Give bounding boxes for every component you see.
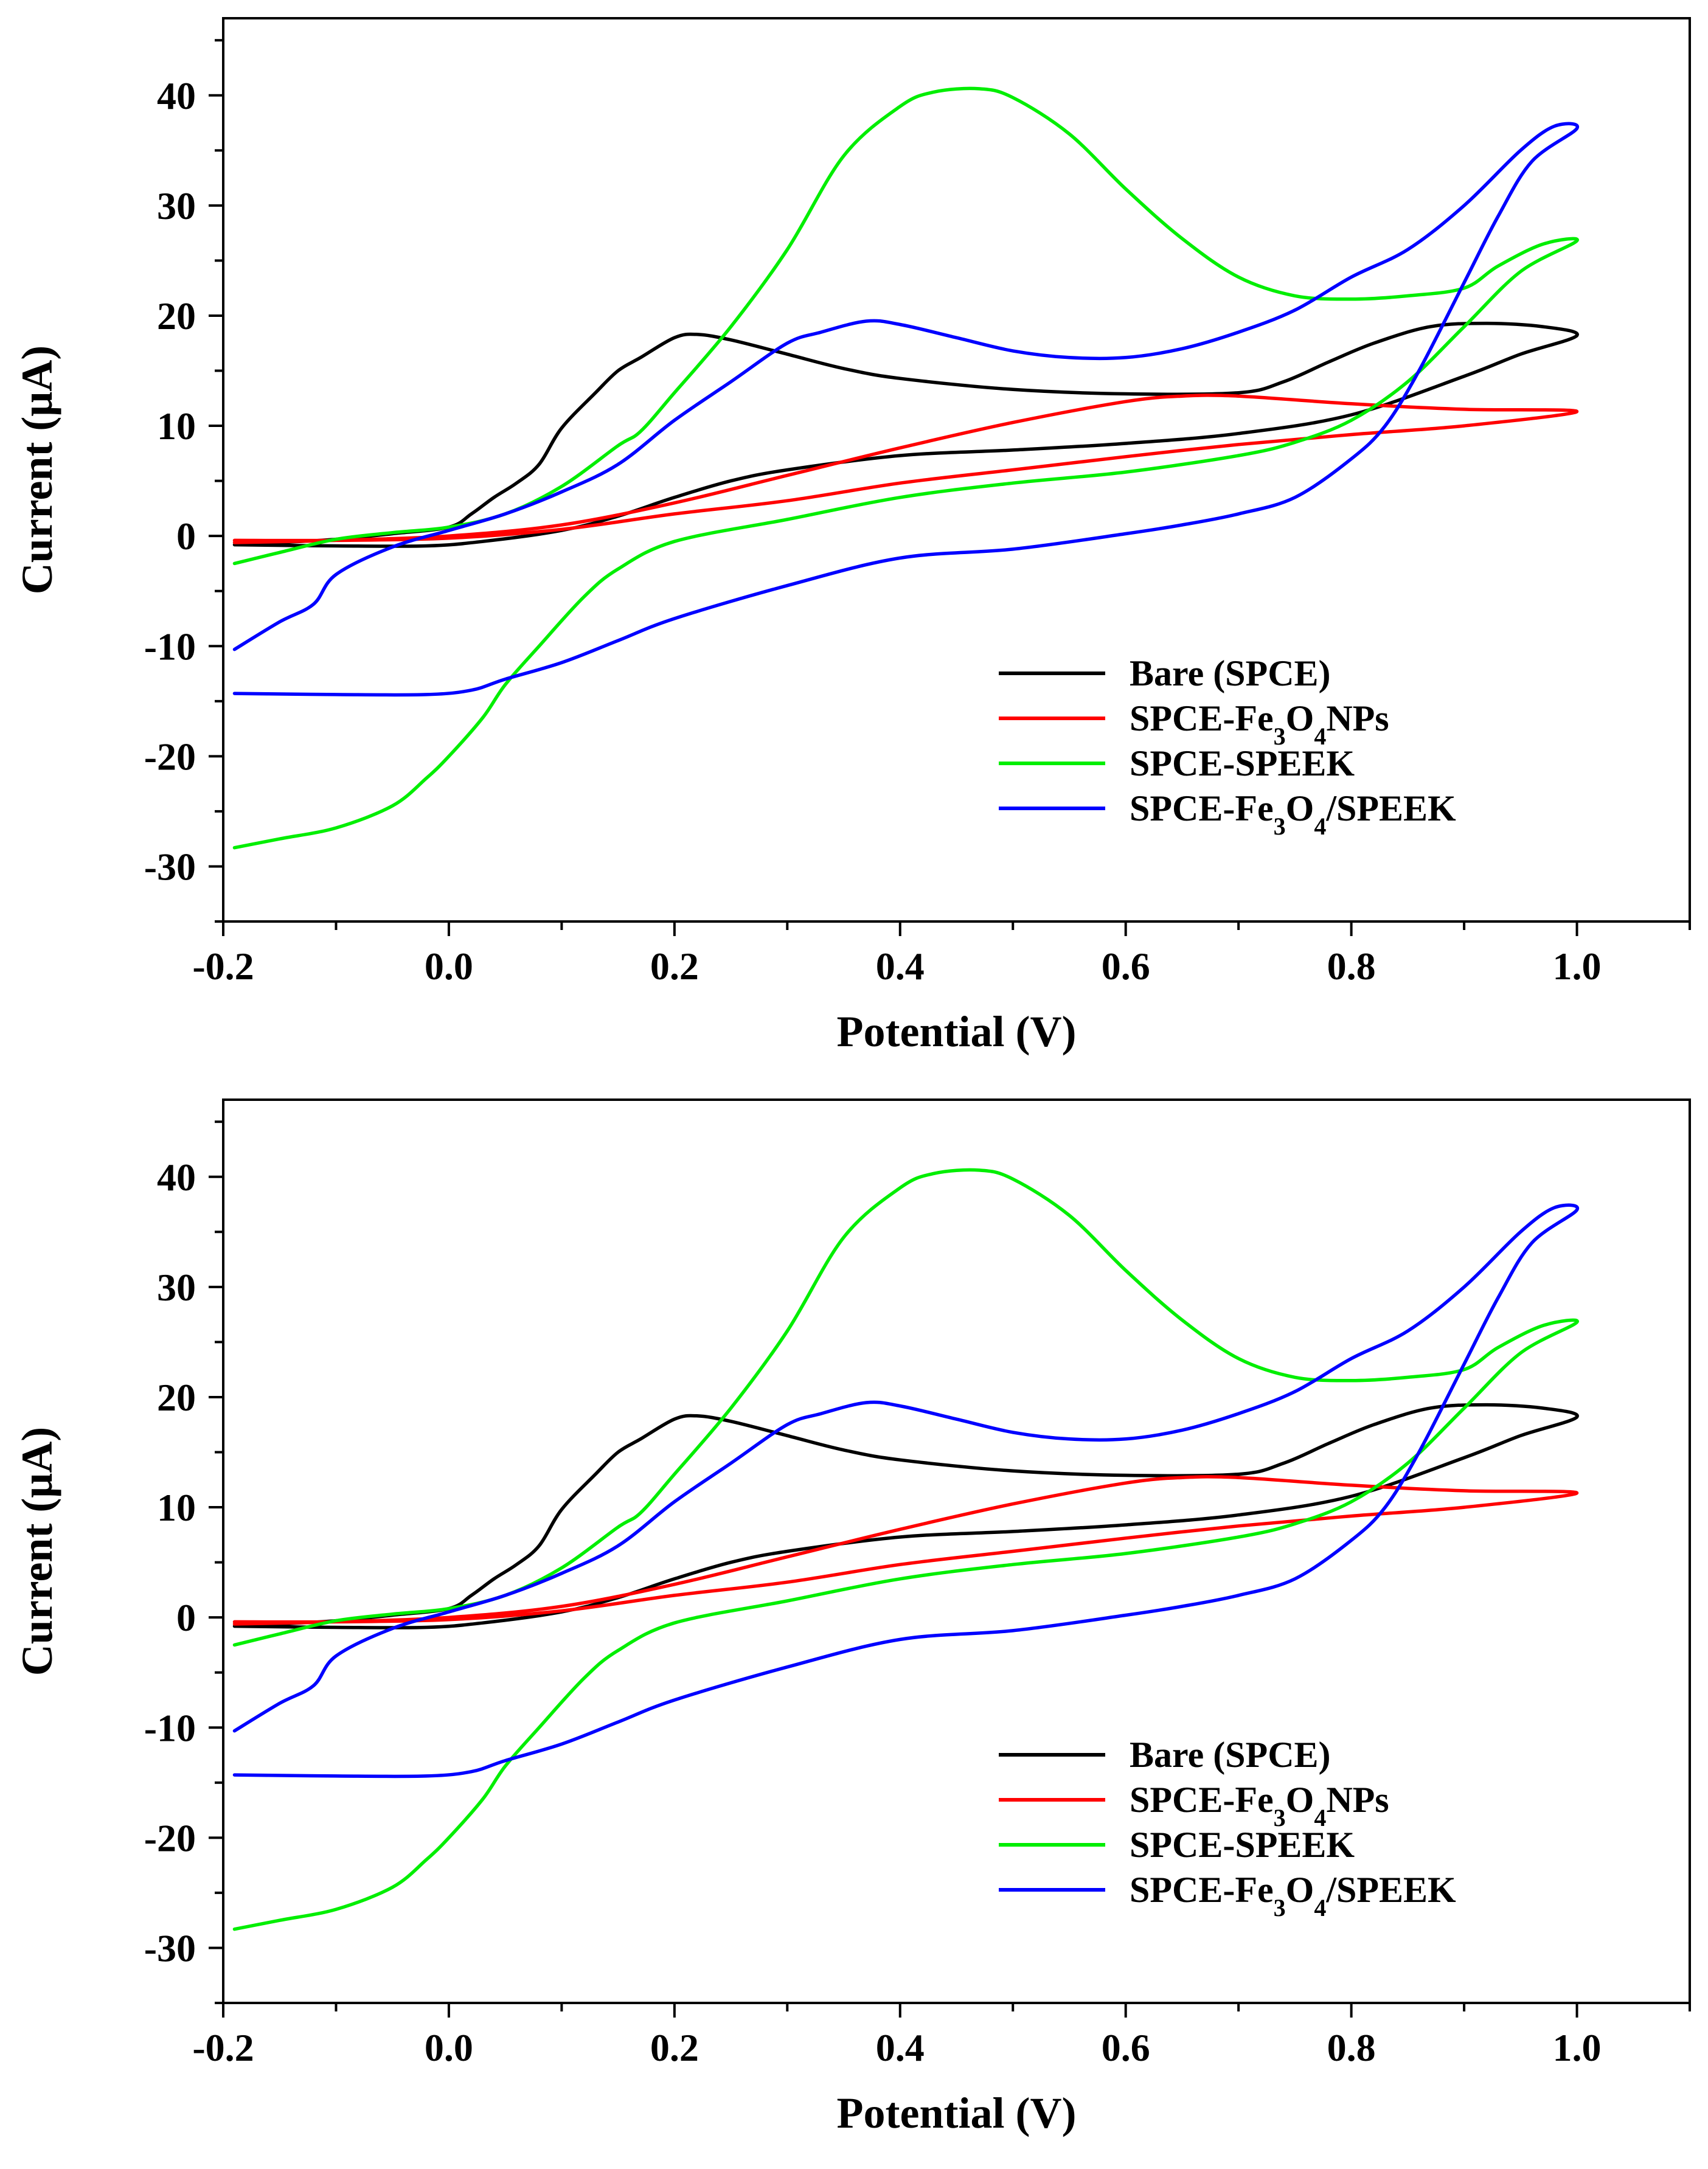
series-line-3	[232, 86, 1579, 850]
y-tick-label: 10	[157, 1486, 196, 1529]
legend-subscript: 3	[1274, 723, 1286, 750]
chart-panel-2: -0.2 0.0 0.2 0.4 0.6 0.8 1.0 -30 -20 -10 0 10 20 30 40…	[13, 1098, 1691, 2137]
legend-text-run: SPCE-Fe	[1130, 1780, 1274, 1820]
x-tick-label: 0.6	[1102, 945, 1150, 988]
legend-subscript: 4	[1314, 813, 1326, 840]
x-axis-title: Potential (V)	[837, 2089, 1077, 2137]
series-line-2	[232, 394, 1579, 544]
legend-text-run: SPCE-Fe	[1130, 788, 1274, 828]
y-tick-label: 40	[157, 1156, 196, 1199]
series-line-1	[232, 1403, 1579, 1629]
legend-label-3: SPCE-SPEEK	[1130, 1825, 1355, 1865]
series-line-2	[232, 1475, 1579, 1626]
legend-subscript: 4	[1314, 1894, 1326, 1921]
y-tick-label: 0	[176, 1596, 196, 1639]
x-tick-label: 0.8	[1327, 945, 1376, 988]
legend-subscript: 4	[1314, 723, 1326, 750]
legend-text-run: Bare (SPCE)	[1130, 653, 1331, 693]
legend-label-1: Bare (SPCE)	[1130, 653, 1331, 693]
legend-label-2: SPCE-Fe3O4NPs	[1130, 1780, 1389, 1831]
legend-text-run: O	[1286, 698, 1314, 738]
series-group	[232, 86, 1580, 850]
x-tick-label: -0.2	[192, 2026, 254, 2069]
y-tick-label: 20	[157, 1376, 196, 1419]
series-line-3	[232, 1168, 1579, 1931]
legend-subscript: 4	[1314, 1804, 1326, 1831]
legend-label-2: SPCE-Fe3O4NPs	[1130, 698, 1389, 750]
legend-text-run: SPCE-SPEEK	[1130, 743, 1355, 783]
plot-frame	[222, 1098, 1691, 2004]
legend-label-4: SPCE-Fe3O4/SPEEK	[1130, 788, 1456, 840]
y-tick-label: -20	[144, 735, 196, 778]
x-tick-label: 0.0	[425, 2026, 473, 2069]
legend-text-run: NPs	[1326, 698, 1389, 738]
x-tick-label: 0.4	[876, 945, 925, 988]
x-tick-label: 0.2	[650, 2026, 699, 2069]
x-axis-title: Potential (V)	[837, 1007, 1077, 1056]
y-tick-label: 40	[157, 74, 196, 117]
legend-subscript: 3	[1274, 1804, 1286, 1831]
x-tick-label: 0.4	[876, 2026, 925, 2069]
legend-text-run: O	[1286, 1870, 1314, 1910]
y-tick-label: -10	[144, 625, 196, 668]
x-tick-label: -0.2	[192, 945, 254, 988]
legend-text-run: Bare (SPCE)	[1130, 1735, 1331, 1775]
y-axis-title: Current (μA)	[13, 345, 61, 594]
legend-label-4: SPCE-Fe3O4/SPEEK	[1130, 1870, 1456, 1921]
legend-subscript: 3	[1274, 813, 1286, 840]
legend-subscript: 3	[1274, 1894, 1286, 1921]
x-tick-label: 1.0	[1553, 945, 1602, 988]
series-line-4	[232, 122, 1580, 697]
legend-text-run: SPCE-SPEEK	[1130, 1825, 1355, 1865]
y-axis-title: Current (μA)	[13, 1427, 61, 1676]
y-tick-label: -10	[144, 1706, 196, 1749]
legend-text-run: /SPEEK	[1325, 1870, 1456, 1910]
y-tick-label: -20	[144, 1816, 196, 1859]
y-tick-label: 30	[157, 1266, 196, 1309]
legend-text-run: NPs	[1326, 1780, 1389, 1820]
legend-label-1: Bare (SPCE)	[1130, 1735, 1331, 1775]
legend-label-3: SPCE-SPEEK	[1130, 743, 1355, 783]
x-tick-label: 0.6	[1102, 2026, 1150, 2069]
legend-text-run: O	[1286, 788, 1314, 828]
x-tick-label: 0.0	[425, 945, 473, 988]
legend-text-run: SPCE-Fe	[1130, 1870, 1274, 1910]
series-line-1	[232, 321, 1579, 548]
plot-frame	[222, 17, 1691, 923]
chart-panel-1: -0.2 0.0 0.2 0.4 0.6 0.8 1.0 -30 -20 -10 0 10 20 30 40…	[13, 17, 1691, 1056]
y-tick-label: -30	[144, 1926, 196, 1969]
legend-text-run: O	[1286, 1780, 1314, 1820]
x-tick-label: 1.0	[1553, 2026, 1602, 2069]
series-group	[232, 1168, 1580, 1931]
y-tick-label: 20	[157, 294, 196, 338]
legend-text-run: SPCE-Fe	[1130, 698, 1274, 738]
legend-text-run: /SPEEK	[1325, 788, 1456, 828]
y-tick-label: -30	[144, 845, 196, 888]
x-tick-label: 0.2	[650, 945, 699, 988]
y-tick-label: 0	[176, 515, 196, 558]
x-tick-label: 0.8	[1327, 2026, 1376, 2069]
y-tick-label: 10	[157, 404, 196, 448]
series-line-4	[232, 1203, 1580, 1779]
y-tick-label: 30	[157, 184, 196, 227]
